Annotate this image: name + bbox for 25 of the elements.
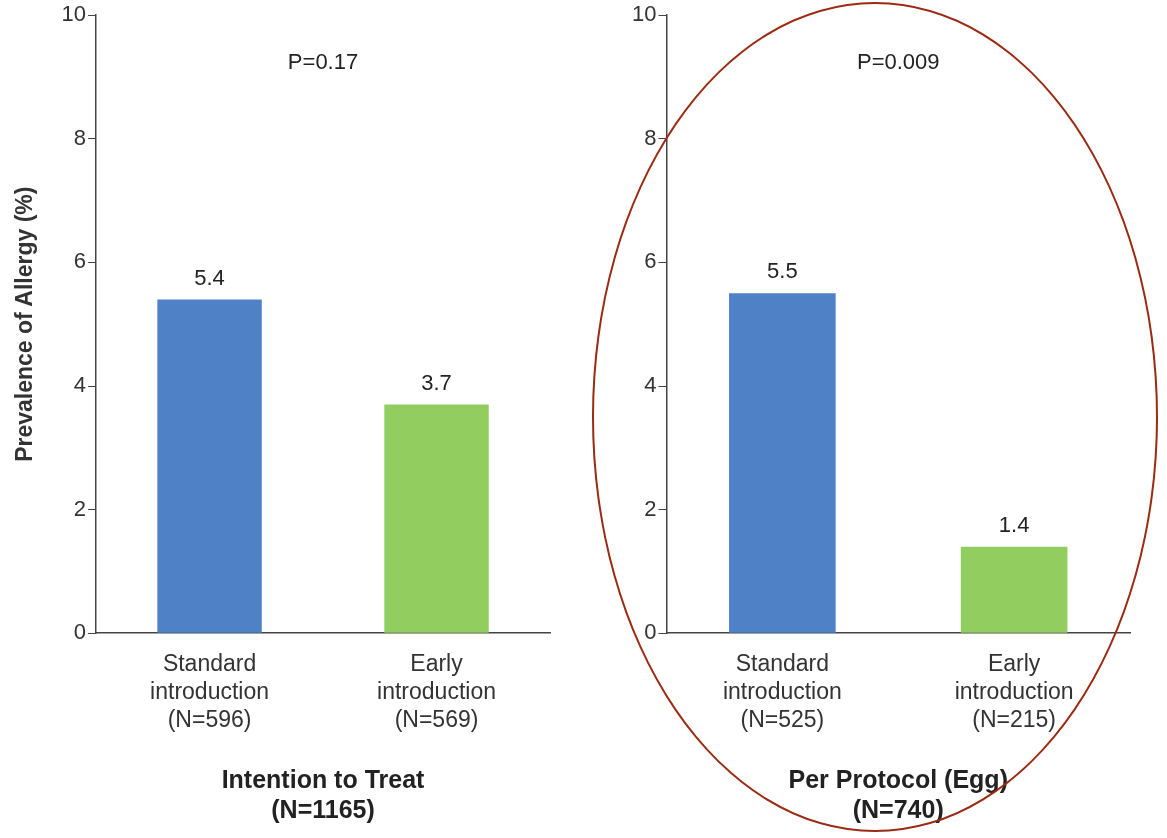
- x-tick-label: Standard introduction (N=525): [722, 650, 842, 732]
- y-tick-label: 8: [644, 124, 657, 150]
- x-tick-label: Early introduction (N=569): [377, 650, 496, 732]
- y-tick-label: 2: [73, 495, 87, 521]
- x-axis-title: Intention to Treat (N=1165): [221, 764, 426, 823]
- x-tick-label: Standard introduction (N=596): [150, 650, 270, 732]
- y-tick-label: 8: [73, 124, 87, 150]
- annotation: P=0.009: [856, 49, 940, 75]
- y-tick-label: 6: [73, 248, 87, 274]
- y-tick-label: 4: [73, 372, 87, 398]
- y-tick-label: 0: [644, 619, 657, 645]
- data-label: 5.5: [767, 258, 798, 284]
- y-tick-label: 10: [631, 1, 657, 27]
- y-tick-label: 6: [644, 248, 657, 274]
- y-tick-label: 4: [644, 372, 657, 398]
- y-tick-label: 2: [644, 495, 657, 521]
- x-axis-title: Per Protocol (Egg) (N=740): [788, 764, 1008, 823]
- annotation: P=0.17: [287, 49, 359, 75]
- data-label: 3.7: [421, 369, 452, 395]
- y-axis-title: Prevalence of Allergy (%): [11, 186, 38, 462]
- y-tick-label: 10: [61, 1, 87, 27]
- data-label: 5.4: [194, 264, 225, 290]
- y-tick-label: 0: [73, 619, 87, 645]
- x-tick-label: Early introduction (N=215): [954, 650, 1074, 732]
- data-label: 1.4: [998, 511, 1030, 537]
